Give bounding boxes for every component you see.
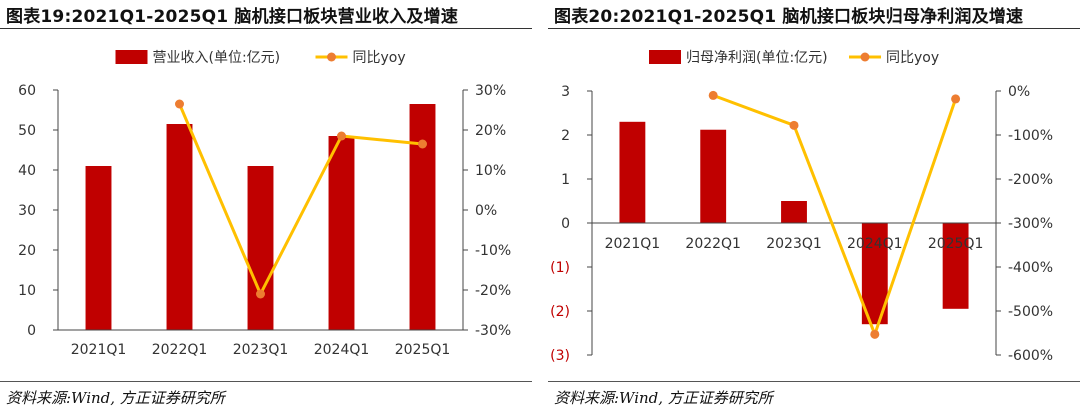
bar (942, 223, 969, 309)
title-divider (0, 28, 532, 29)
left-axis-tick-label: 30 (18, 203, 36, 219)
left-axis-tick-label: 50 (18, 123, 36, 139)
yoy-marker (951, 94, 961, 104)
right-axis-tick-label: -600% (1008, 348, 1053, 364)
bar (700, 129, 727, 223)
category-label: 2024Q1 (847, 236, 903, 252)
category-label: 2022Q1 (152, 342, 208, 358)
source-note: 资料来源:Wind, 方正证券研究所 (554, 389, 773, 407)
right-axis-tick-label: 10% (475, 163, 506, 179)
bar (166, 124, 193, 330)
right-axis-tick-label: 0% (475, 203, 497, 219)
net-profit-chart: 归母净利润(单位:亿元) 同比yoy (3) (2) (1) 0 1 2 3 -600% -500%… (550, 49, 1053, 364)
chart-panel-revenue: 图表19:2021Q1-2025Q1 脑机接口板块营业收入及增速 营业收入(单位… (0, 0, 532, 417)
chart-area: 营业收入(单位:亿元) 同比yoy 0 10 20 30 40 50 60 -30% -20% -10… (0, 30, 532, 380)
right-axis-tick-label: 0% (1008, 84, 1030, 100)
yoy-marker (256, 289, 265, 299)
legend-label-line: 同比yoy (886, 50, 939, 66)
bar (328, 136, 355, 330)
category-label: 2024Q1 (314, 342, 370, 358)
right-axis-tick-label: 30% (475, 83, 506, 99)
category-label: 2023Q1 (233, 342, 289, 358)
bar (781, 201, 807, 223)
left-axis-tick-label: 0 (27, 323, 36, 339)
bar (619, 121, 646, 223)
source-divider (0, 381, 532, 382)
yoy-marker (870, 329, 880, 339)
category-label: 2022Q1 (685, 236, 741, 252)
yoy-marker (337, 131, 346, 141)
bar (409, 104, 436, 330)
source-divider (548, 381, 1080, 382)
figure-title: 图表19:2021Q1-2025Q1 脑机接口板块营业收入及增速 (6, 7, 459, 27)
yoy-marker (418, 139, 427, 149)
right-axis-tick-label: -400% (1008, 260, 1053, 276)
left-axis-tick-label: 20 (18, 243, 36, 259)
title-divider (548, 28, 1080, 29)
category-label: 2025Q1 (928, 236, 984, 252)
legend-label-bar: 营业收入(单位:亿元) (153, 50, 281, 66)
category-label: 2021Q1 (71, 342, 127, 358)
source-note: 资料来源:Wind, 方正证券研究所 (6, 389, 225, 407)
legend-label-line: 同比yoy (353, 50, 406, 66)
chart-area: 归母净利润(单位:亿元) 同比yoy (3) (2) (1) 0 1 2 3 -600% -500%… (548, 30, 1080, 380)
figure-title: 图表20:2021Q1-2025Q1 脑机接口板块归母净利润及增速 (554, 7, 1024, 27)
left-axis-tick-label: 0 (561, 216, 570, 232)
right-axis-tick-label: -500% (1008, 304, 1053, 320)
bar (85, 166, 112, 330)
left-axis-tick-label: (1) (550, 260, 570, 276)
left-axis-tick-label: 40 (18, 163, 36, 179)
left-axis-tick-label: 2 (561, 128, 570, 144)
right-axis-tick-label: 20% (475, 123, 506, 139)
bar (247, 166, 274, 330)
revenue-chart: 营业收入(单位:亿元) 同比yoy 0 10 20 30 40 50 60 -30% -20% -10… (18, 50, 511, 358)
right-axis-tick-label: -200% (1008, 172, 1053, 188)
yoy-line (178, 103, 423, 296)
left-axis-tick-label: 1 (561, 172, 570, 188)
right-axis-tick-label: -30% (475, 323, 511, 339)
category-label: 2023Q1 (766, 236, 822, 252)
left-axis-tick-label: 3 (561, 84, 570, 100)
category-label: 2025Q1 (395, 342, 451, 358)
right-axis-tick-label: -10% (475, 243, 511, 259)
yoy-marker (708, 90, 718, 100)
left-axis-tick-label: 60 (18, 83, 36, 99)
left-axis-tick-label: (3) (550, 348, 570, 364)
left-axis-tick-label: 10 (18, 283, 36, 299)
yoy-line (712, 93, 958, 336)
right-axis-tick-label: -20% (475, 283, 511, 299)
legend-swatch-bar (115, 50, 148, 64)
yoy-marker (789, 120, 799, 130)
legend-label-bar: 归母净利润(单位:亿元) (686, 49, 828, 66)
legend-swatch-bar (649, 50, 681, 64)
legend-marker-line (860, 52, 870, 62)
chart-panel-net-profit: 图表20:2021Q1-2025Q1 脑机接口板块归母净利润及增速 归母净利润(… (548, 0, 1080, 417)
yoy-marker (175, 99, 184, 109)
right-axis-tick-label: -300% (1008, 216, 1053, 232)
legend-marker-line (327, 52, 336, 62)
category-label: 2021Q1 (605, 236, 661, 252)
right-axis-tick-label: -100% (1008, 128, 1053, 144)
left-axis-tick-label: (2) (550, 304, 570, 320)
